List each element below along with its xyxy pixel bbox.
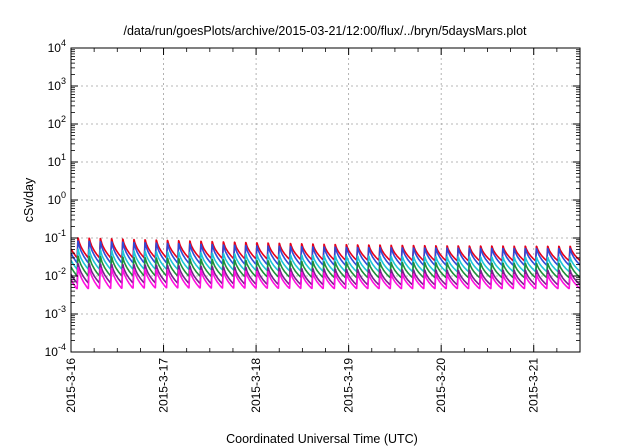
y-tick-label: 10-1 xyxy=(45,228,66,245)
y-tick-label: 10-2 xyxy=(45,266,66,283)
y-tick-label: 103 xyxy=(48,76,66,93)
grid-lines xyxy=(71,48,580,352)
y-tick-label: 10-3 xyxy=(45,304,66,321)
data-series-line xyxy=(70,266,581,290)
y-tick-label: 101 xyxy=(48,152,66,169)
x-axis-label: Coordinated Universal Time (UTC) xyxy=(226,432,418,446)
axis-ticks: 10-4 10-3 10-2 10-1 100 101 102 103 104 2015-3-16… xyxy=(45,38,580,413)
y-tick-label: 104 xyxy=(48,38,66,55)
x-tick-label: 2015-3-20 xyxy=(434,358,448,413)
chart-title: /data/run/goesPlots/archive/2015-03-21/1… xyxy=(123,24,527,38)
y-tick-label: 102 xyxy=(48,114,66,131)
data-series-group xyxy=(70,237,581,290)
x-tick-label: 2015-3-21 xyxy=(527,358,541,413)
x-tick-label: 2015-3-16 xyxy=(64,358,78,413)
x-tick-label: 2015-3-17 xyxy=(157,358,171,413)
y-tick-label: 10-4 xyxy=(45,342,66,359)
y-tick-label: 100 xyxy=(48,190,66,207)
y-axis-label: cSv/day xyxy=(22,177,36,222)
x-tick-label: 2015-3-18 xyxy=(249,358,263,413)
x-tick-label: 2015-3-19 xyxy=(342,358,356,413)
